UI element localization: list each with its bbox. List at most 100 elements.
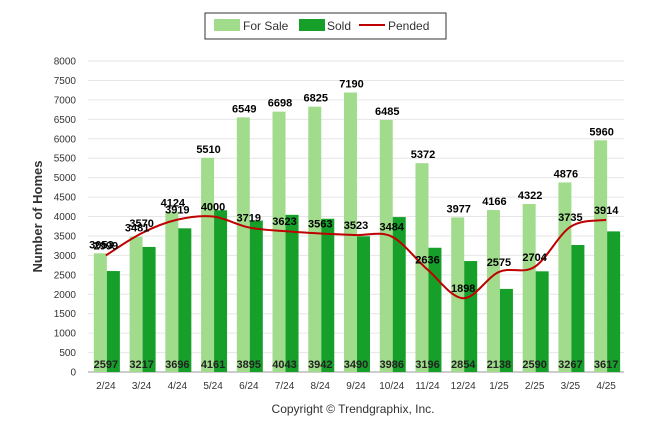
pended-value-label: 3914 [594, 205, 619, 217]
sold-value-label: 3942 [308, 359, 332, 371]
sold-value-label: 3895 [237, 359, 261, 371]
x-tick-label: 5/24 [203, 381, 223, 392]
y-tick-label: 4500 [54, 193, 77, 204]
for-sale-value-label: 5372 [411, 149, 435, 161]
y-tick-label: 4000 [54, 212, 77, 223]
sold-value-label: 3986 [379, 359, 403, 371]
y-tick-label: 2500 [54, 270, 77, 281]
sold-bar [106, 271, 120, 372]
x-axis: 2/24 3/24 4/24 5/24 6/24 7/24 8/24 9/24 10/24 11/… [96, 381, 616, 392]
for-sale-value-label: 6485 [375, 106, 399, 118]
for-sale-value-label: 5960 [589, 126, 613, 138]
pended-value-label: 4000 [201, 202, 225, 214]
sold-bar [178, 228, 192, 372]
for-sale-bar [236, 117, 250, 372]
x-tick-label: 9/24 [346, 381, 366, 392]
for-sale-value-label: 4124 [161, 198, 186, 210]
x-tick-label: 7/24 [275, 381, 295, 392]
sold-bar [571, 244, 585, 372]
pended-value-label: 3523 [344, 220, 368, 232]
sold-value-label: 3696 [165, 359, 189, 371]
sold-bar [607, 231, 621, 372]
for-sale-value-label: 6698 [268, 98, 292, 110]
pended-value-label: 2636 [415, 255, 439, 267]
y-tick-label: 500 [59, 348, 76, 359]
pended-series-line [105, 215, 607, 300]
y-tick-label: 1500 [54, 309, 77, 320]
for-sale-bar [308, 106, 322, 372]
for-sale-value-label: 3977 [446, 203, 470, 215]
pended-line-layer [105, 215, 607, 300]
for-sale-value-label: 6549 [232, 103, 256, 115]
pended-value-label: 3919 [165, 205, 189, 217]
for-sale-value-label: 4166 [482, 196, 506, 208]
for-sale-bar [201, 157, 215, 372]
sold-value-label: 3196 [415, 359, 439, 371]
for-sale-value-label: 5510 [196, 144, 220, 156]
y-tick-label: 7000 [54, 95, 77, 106]
y-tick-label: 6000 [54, 134, 77, 145]
y-tick-label: 7500 [54, 76, 77, 87]
for-sale-value-label: 7190 [339, 78, 363, 90]
y-tick-label: 1000 [54, 329, 77, 340]
x-tick-label: 3/25 [561, 381, 581, 392]
for-sale-value-label: 3053 [89, 239, 113, 251]
x-tick-label: 3/24 [132, 381, 152, 392]
sold-bar [214, 210, 228, 372]
sold-bar [321, 218, 335, 372]
for-sale-bar [451, 217, 465, 372]
sold-bar [464, 261, 478, 372]
y-tick-label: 5000 [54, 173, 77, 184]
for-sale-bar [165, 211, 179, 372]
y-tick-label: 3500 [54, 231, 77, 242]
sold-value-label: 3617 [594, 359, 618, 371]
legend: For Sale Sold Pended [204, 12, 447, 40]
sold-bar [357, 236, 370, 372]
legend-label-sold: Sold [327, 19, 351, 33]
sold-value-label: 3490 [344, 359, 368, 371]
sold-bar [142, 246, 156, 372]
sold-value-label: 3217 [129, 359, 153, 371]
x-tick-label: 4/24 [168, 381, 188, 392]
for-sale-value-label: 4876 [554, 168, 578, 180]
for-sale-bar [415, 163, 429, 372]
pended-value-label: 2704 [522, 252, 547, 264]
pended-value-label: 3735 [558, 212, 582, 224]
for-sale-bar [486, 210, 500, 372]
sold-bar [249, 220, 263, 372]
x-tick-label: 12/24 [451, 381, 476, 392]
pended-value-label: 1898 [451, 283, 475, 295]
for-sale-bar [522, 203, 536, 372]
for-sale-bar [379, 119, 393, 372]
copyright-footer: Copyright © Trendgraphix, Inc. [272, 402, 435, 416]
sold-bar [285, 214, 299, 372]
x-tick-label: 4/25 [596, 381, 616, 392]
sold-bar [535, 271, 549, 372]
x-tick-label: 8/24 [311, 381, 331, 392]
for-sale-value-label: 4322 [518, 190, 542, 202]
legend-label-pended: Pended [388, 19, 429, 33]
pended-value-label: 3484 [379, 222, 404, 234]
for-sale-value-label: 6825 [304, 93, 328, 105]
x-tick-label: 2/25 [525, 381, 545, 392]
sold-value-label: 2138 [487, 359, 511, 371]
for-sale-value-label: 3481 [125, 223, 149, 235]
y-tick-label: 0 [70, 368, 76, 379]
legend-swatch-sold [299, 19, 325, 31]
y-tick-label: 2000 [54, 290, 77, 301]
data-labels-layer: 3053 2597 3481 3217 4124 3696 5510 4161 6549 3895… [89, 78, 619, 371]
sold-value-label: 2597 [94, 359, 118, 371]
legend-box [204, 12, 447, 40]
pended-value-label: 2575 [487, 257, 511, 269]
y-tick-label: 8000 [54, 57, 77, 68]
x-tick-label: 6/24 [239, 381, 259, 392]
sold-value-label: 2590 [522, 359, 546, 371]
y-tick-label: 6500 [54, 115, 77, 126]
x-tick-label: 10/24 [379, 381, 404, 392]
sold-bar [499, 288, 513, 372]
sold-value-label: 4161 [201, 359, 225, 371]
for-sale-bar [272, 111, 286, 373]
pended-value-label: 3570 [129, 218, 153, 230]
legend-swatch-for-sale [214, 19, 240, 31]
